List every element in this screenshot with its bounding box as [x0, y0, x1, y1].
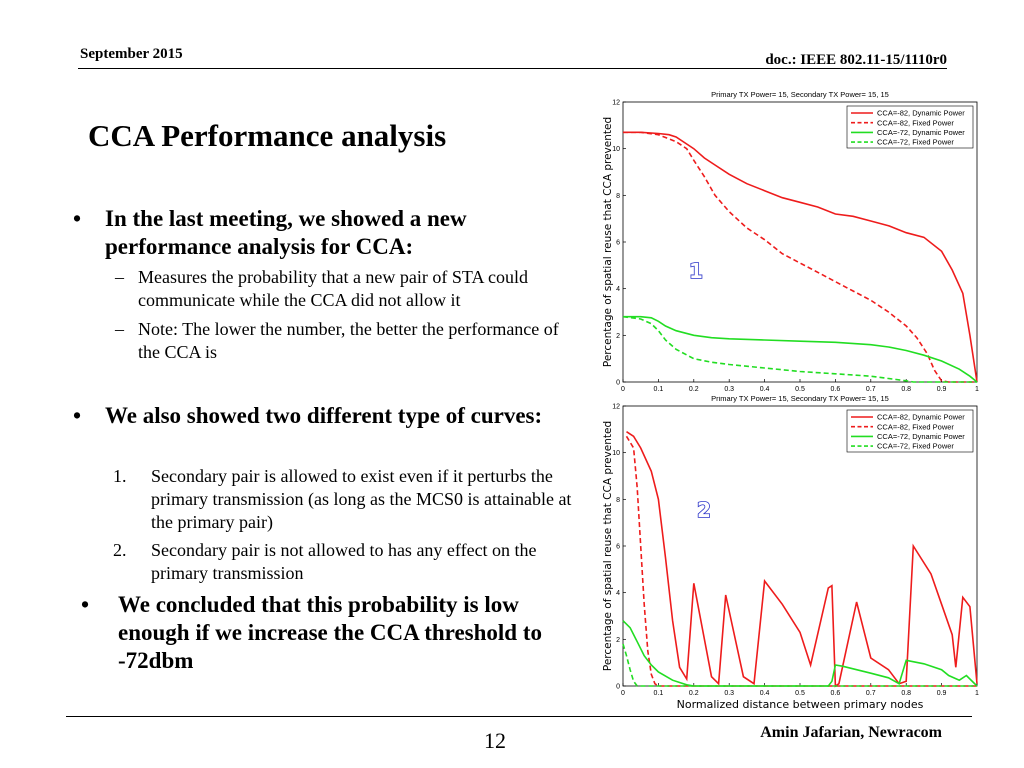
- y-tick-label: 12: [612, 100, 620, 107]
- sub-bullet-dash: –: [115, 267, 124, 287]
- legend-label: CCA=-82, Fixed Power: [877, 422, 954, 431]
- x-tick-label: 0.4: [760, 690, 770, 697]
- sub-bullet-dash: –: [115, 319, 124, 339]
- x-tick-label: 0.8: [901, 386, 911, 393]
- series-line-1: [623, 131, 978, 383]
- chart-2: Primary TX Power= 15, Secondary TX Power…: [602, 396, 979, 711]
- series-line-3: [623, 315, 978, 383]
- x-tick-label: 0.8: [901, 690, 911, 697]
- y-tick-label: 4: [616, 590, 620, 597]
- header-date: September 2015: [80, 46, 183, 62]
- bullet-2-text: We also showed two different type of cur…: [105, 403, 543, 428]
- x-tick-label: 0.4: [760, 386, 770, 393]
- sub-bullet-2: – Note: The lower the number, the better…: [115, 318, 585, 364]
- y-axis-label: Percentage of spatial reuse that CCA pre…: [602, 117, 614, 367]
- y-tick-label: 8: [616, 497, 620, 504]
- x-tick-label: 0.2: [689, 386, 699, 393]
- x-tick-label: 0.2: [689, 690, 699, 697]
- x-tick-label: 0: [621, 690, 625, 697]
- legend-label: CCA=-72, Dynamic Power: [877, 432, 965, 441]
- footer-author: Amin Jafarian, Newracom: [760, 724, 942, 741]
- legend-label: CCA=-82, Dynamic Power: [877, 109, 965, 118]
- y-tick-label: 0: [616, 380, 620, 387]
- plot-area: [622, 405, 978, 687]
- x-tick-label: 0.9: [937, 386, 947, 393]
- x-tick-label: 0.1: [654, 386, 664, 393]
- x-tick-label: 0: [621, 386, 625, 393]
- chart-1: Primary TX Power= 15, Secondary TX Power…: [602, 90, 979, 393]
- chart-annotation: 1: [689, 259, 703, 283]
- series-line-4: [622, 315, 977, 383]
- bullet-2: • We also showed two different type of c…: [73, 402, 543, 462]
- header-doc-id: doc.: IEEE 802.11-15/1110r0: [765, 52, 947, 68]
- chart-title: Primary TX Power= 15, Secondary TX Power…: [711, 396, 889, 403]
- legend-label: CCA=-72, Dynamic Power: [877, 128, 965, 137]
- x-tick-label: 1: [975, 690, 979, 697]
- page-number: 12: [484, 728, 506, 753]
- chart-annotation: 2: [697, 498, 711, 522]
- legend-label: CCA=-82, Fixed Power: [877, 118, 954, 127]
- bullet-3-text: We concluded that this probability is lo…: [118, 592, 543, 673]
- header-rule: [78, 68, 947, 69]
- legend-label: CCA=-82, Dynamic Power: [877, 413, 965, 422]
- bullet-1: • In the last meeting, we showed a new p…: [73, 205, 543, 265]
- slide-title: CCA Performance analysis: [88, 118, 447, 153]
- x-tick-label: 0.1: [654, 690, 664, 697]
- y-tick-label: 6: [616, 240, 620, 247]
- y-tick-label: 6: [616, 544, 620, 551]
- series-line-3: [622, 620, 978, 687]
- item-number: 1.: [113, 466, 127, 486]
- series-line-2: [623, 131, 977, 383]
- y-tick-label: 2: [616, 637, 620, 644]
- x-axis-label: Normalized distance between primary node…: [677, 698, 924, 711]
- chart-title: Primary TX Power= 15, Secondary TX Power…: [711, 90, 889, 99]
- x-tick-label: 0.5: [795, 386, 805, 393]
- x-tick-label: 0.6: [831, 386, 841, 393]
- numbered-item-1-text: Secondary pair is allowed to exist even …: [151, 466, 572, 532]
- y-tick-label: 2: [616, 333, 620, 340]
- x-tick-label: 0.6: [831, 690, 841, 697]
- x-tick-label: 0.9: [937, 690, 947, 697]
- sub-bullet-2-text: Note: The lower the number, the better t…: [138, 319, 559, 362]
- x-tick-label: 1: [975, 386, 979, 393]
- y-axis-label: Percentage of spatial reuse that CCA pre…: [602, 421, 614, 671]
- bullet-dot: •: [73, 206, 82, 231]
- item-number: 2.: [113, 540, 127, 560]
- y-tick-label: 0: [616, 684, 620, 691]
- y-tick-label: 4: [616, 286, 620, 293]
- footer-rule: [66, 716, 972, 717]
- numbered-item-2-text: Secondary pair is not allowed to has any…: [151, 540, 537, 583]
- numbered-item-1: 1. Secondary pair is allowed to exist ev…: [113, 465, 583, 535]
- x-tick-label: 0.3: [724, 690, 734, 697]
- numbered-item-2: 2. Secondary pair is not allowed to has …: [113, 539, 583, 585]
- x-tick-label: 0.7: [866, 386, 876, 393]
- legend-label: CCA=-72, Fixed Power: [877, 138, 954, 147]
- x-tick-label: 0.3: [724, 386, 734, 393]
- x-tick-label: 0.5: [795, 690, 805, 697]
- bullet-dot: •: [73, 403, 82, 428]
- bullet-1-text: In the last meeting, we showed a new per…: [105, 206, 467, 259]
- series-line-4: [622, 643, 977, 687]
- legend-label: CCA=-72, Fixed Power: [877, 442, 954, 451]
- bullet-dot: •: [81, 592, 90, 617]
- y-tick-label: 12: [612, 404, 620, 411]
- y-tick-label: 8: [616, 193, 620, 200]
- y-tick-label: 10: [612, 450, 620, 457]
- series-line-1: [626, 431, 978, 688]
- sub-bullet-1: – Measures the probability that a new pa…: [115, 266, 585, 312]
- plot-area: [622, 101, 978, 383]
- x-tick-label: 0.7: [866, 690, 876, 697]
- bullet-3: • We concluded that this probability is …: [81, 591, 581, 681]
- sub-bullet-1-text: Measures the probability that a new pair…: [138, 267, 528, 310]
- y-tick-label: 10: [612, 146, 620, 153]
